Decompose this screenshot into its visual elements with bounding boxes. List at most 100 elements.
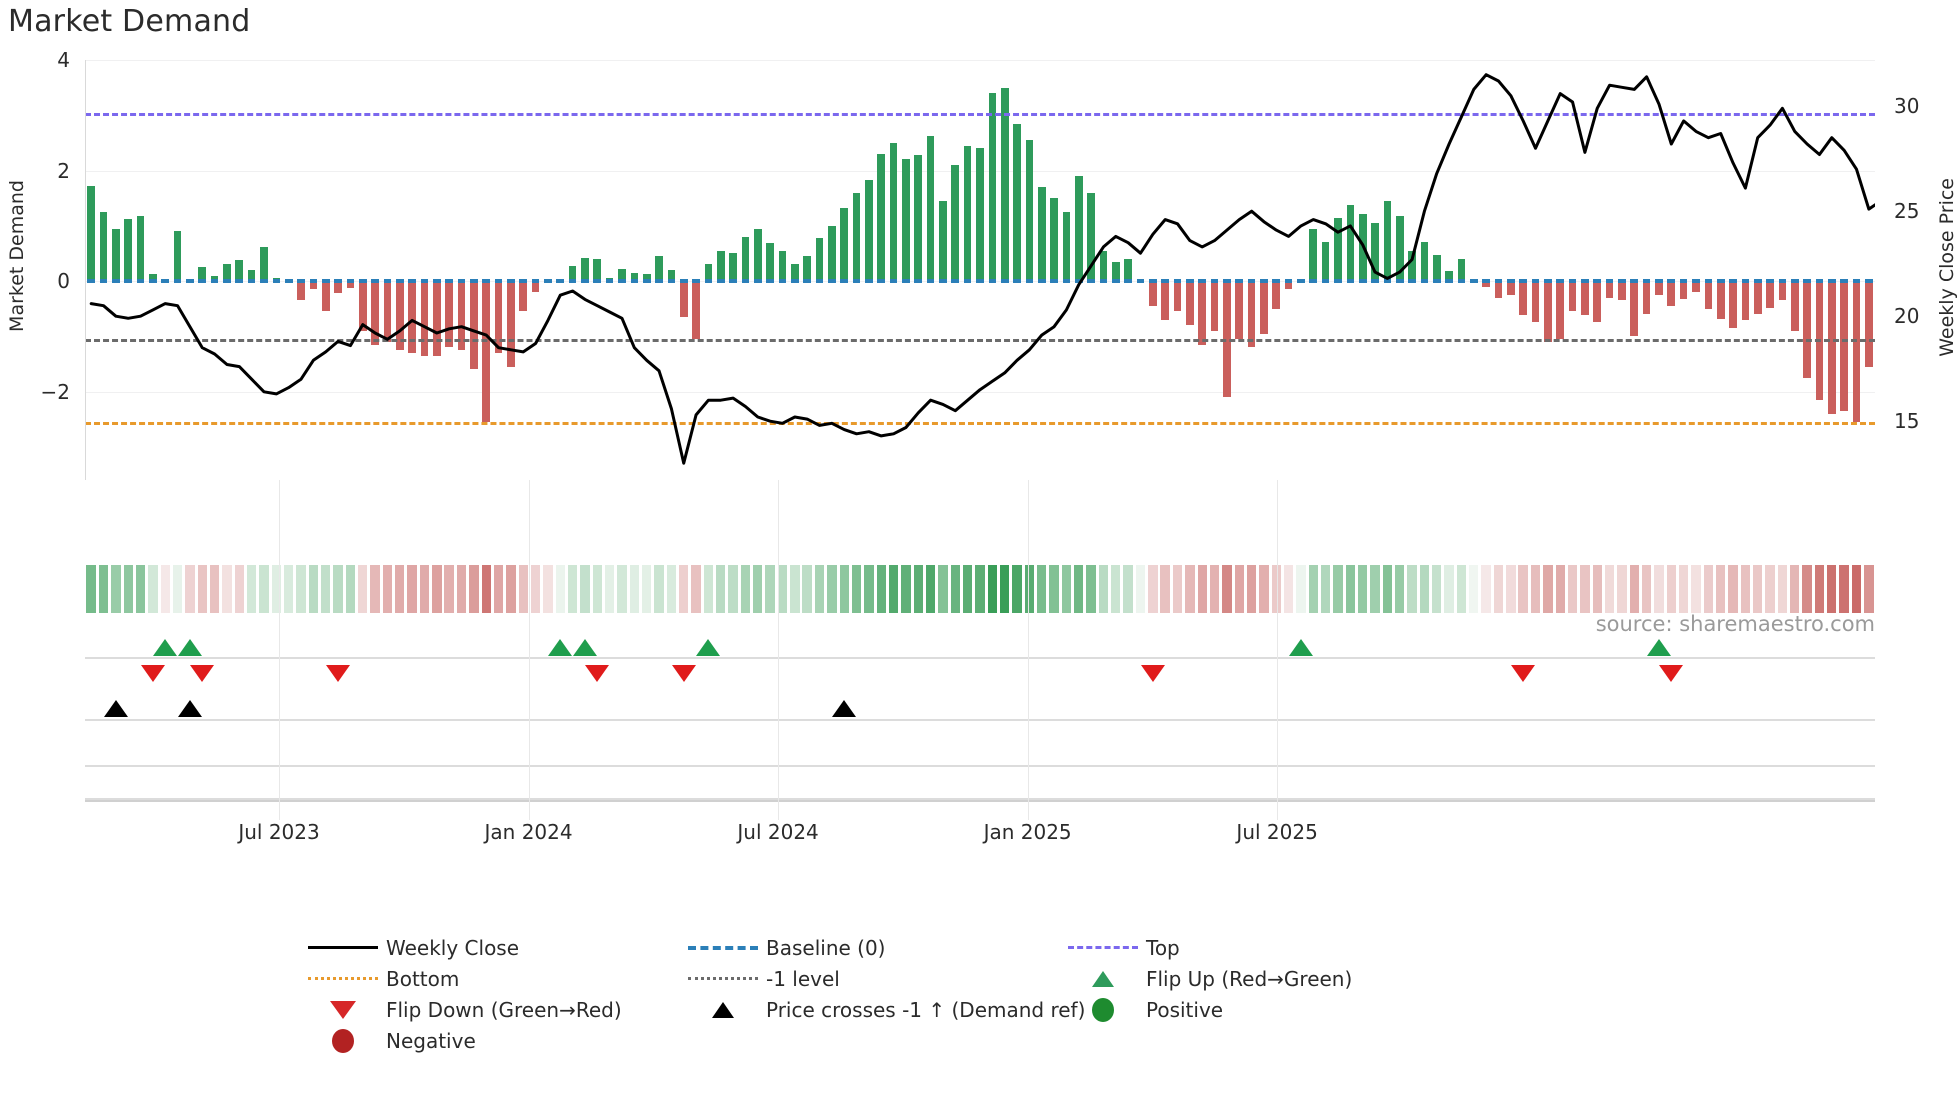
demand-bar-positive <box>1321 242 1330 282</box>
baseline-marker <box>1408 279 1416 284</box>
baseline-marker <box>1371 279 1379 284</box>
baseline-marker <box>1025 279 1034 284</box>
demand-bar-negative <box>531 281 540 293</box>
demand-bar-negative <box>1655 281 1663 295</box>
baseline-marker <box>1124 279 1132 284</box>
baseline-marker <box>1383 279 1392 284</box>
heat-cell <box>1765 565 1775 613</box>
demand-bar-positive <box>741 236 750 282</box>
baseline-marker <box>865 279 873 284</box>
x-tick-label: Jul 2024 <box>737 820 819 844</box>
demand-bar-negative <box>1667 281 1676 306</box>
baseline-marker <box>679 279 688 284</box>
heat-cell <box>1703 565 1714 613</box>
panel-vertical-gridline <box>1277 480 1279 820</box>
heat-cell <box>1283 565 1294 613</box>
legend-glyph <box>300 977 386 980</box>
baseline-marker <box>1865 279 1873 284</box>
baseline-marker <box>247 279 256 284</box>
legend-item[interactable]: Bottom <box>300 963 680 994</box>
baseline-marker <box>1260 279 1268 284</box>
demand-bar-positive <box>778 250 787 282</box>
baseline-marker <box>1321 279 1330 284</box>
baseline-marker <box>1149 279 1157 284</box>
legend-item[interactable]: -1 level <box>680 963 1060 994</box>
demand-bar-negative <box>1284 281 1293 290</box>
demand-bar-positive <box>1099 250 1108 282</box>
baseline-marker <box>1210 279 1219 284</box>
demand-bar-negative <box>1852 281 1861 422</box>
legend-glyph <box>1060 997 1146 1022</box>
legend-item[interactable]: Positive <box>1060 994 1440 1025</box>
heat-cell <box>1604 565 1615 613</box>
demand-bar-negative <box>679 281 688 317</box>
heat-cell <box>160 565 170 613</box>
heat-cell <box>814 565 825 613</box>
demand-bar-negative <box>1605 281 1614 298</box>
baseline-marker <box>1469 279 1478 284</box>
demand-bar-positive <box>766 243 774 282</box>
bottom-line-icon <box>308 977 378 980</box>
demand-bar-negative <box>346 281 355 288</box>
flip-up-marker <box>572 639 597 656</box>
baseline-marker <box>1753 279 1762 284</box>
demand-bar-positive <box>198 267 207 282</box>
x-axis: Jul 2023 Jan 2024 Jul 2024 Jan 2025 Jul 2025 <box>85 800 1875 860</box>
baseline-marker <box>136 279 145 284</box>
demand-bar-positive <box>593 258 602 282</box>
legend-glyph <box>300 1000 386 1019</box>
demand-bar-positive <box>729 253 737 282</box>
demand-bar-negative <box>1519 281 1527 316</box>
demand-bar-positive <box>1346 204 1355 282</box>
baseline-marker <box>1729 279 1737 284</box>
y-axis-ticks-right: 30 25 20 15 <box>1888 0 1960 1102</box>
legend-item[interactable]: Top <box>1060 932 1440 963</box>
legend-item[interactable]: Baseline (0) <box>680 932 1060 963</box>
demand-bar-positive <box>1074 176 1083 282</box>
heat-cell <box>851 565 862 613</box>
gridline <box>85 391 1875 393</box>
flip-up-marker <box>177 639 202 656</box>
heat-cell <box>222 565 232 613</box>
heat-cell <box>1790 565 1800 613</box>
demand-bar-negative <box>482 281 491 422</box>
baseline-marker <box>1420 279 1429 284</box>
demand-bar-positive <box>1395 215 1404 282</box>
legend-item[interactable]: Flip Up (Red→Green) <box>1060 963 1440 994</box>
demand-bar-positive <box>1420 242 1429 282</box>
legend-item[interactable]: Flip Down (Green→Red) <box>300 994 680 1025</box>
price-cross-marker <box>832 700 857 717</box>
heat-cell <box>271 565 282 613</box>
baseline-marker <box>383 279 392 284</box>
baseline-marker <box>1815 279 1824 284</box>
main-plot <box>85 60 1875 480</box>
flip-up-triangle-icon <box>1092 970 1114 987</box>
legend-item[interactable]: Negative <box>300 1025 680 1056</box>
baseline-marker <box>346 279 355 284</box>
legend-item[interactable]: Weekly Close <box>300 932 680 963</box>
baseline-marker <box>1581 279 1589 284</box>
demand-bar-negative <box>297 281 305 301</box>
legend-item[interactable]: Price crosses -1 ↑ (Demand ref) <box>680 994 1085 1025</box>
heat-cell <box>98 565 109 613</box>
baseline-marker <box>445 279 453 284</box>
heat-cell <box>1407 565 1417 613</box>
heat-cell <box>1518 565 1528 613</box>
demand-bar-positive <box>1062 211 1071 282</box>
legend-glyph <box>1060 946 1146 949</box>
y-tick-left: 0 <box>57 269 70 294</box>
baseline-marker <box>704 279 713 284</box>
heat-cell <box>1641 565 1652 613</box>
demand-bar-negative <box>321 281 330 312</box>
demand-bar-positive <box>988 93 997 282</box>
demand-bar-negative <box>1827 281 1836 414</box>
heat-cell <box>1320 565 1331 613</box>
heat-cell <box>1728 565 1738 613</box>
heat-cell <box>950 565 960 613</box>
heat-cell <box>493 565 504 613</box>
baseline-marker <box>766 279 774 284</box>
baseline-marker <box>642 279 651 284</box>
marker-row-line-spare1 <box>85 765 1875 767</box>
y-tick-right: 20 <box>1894 304 1920 329</box>
